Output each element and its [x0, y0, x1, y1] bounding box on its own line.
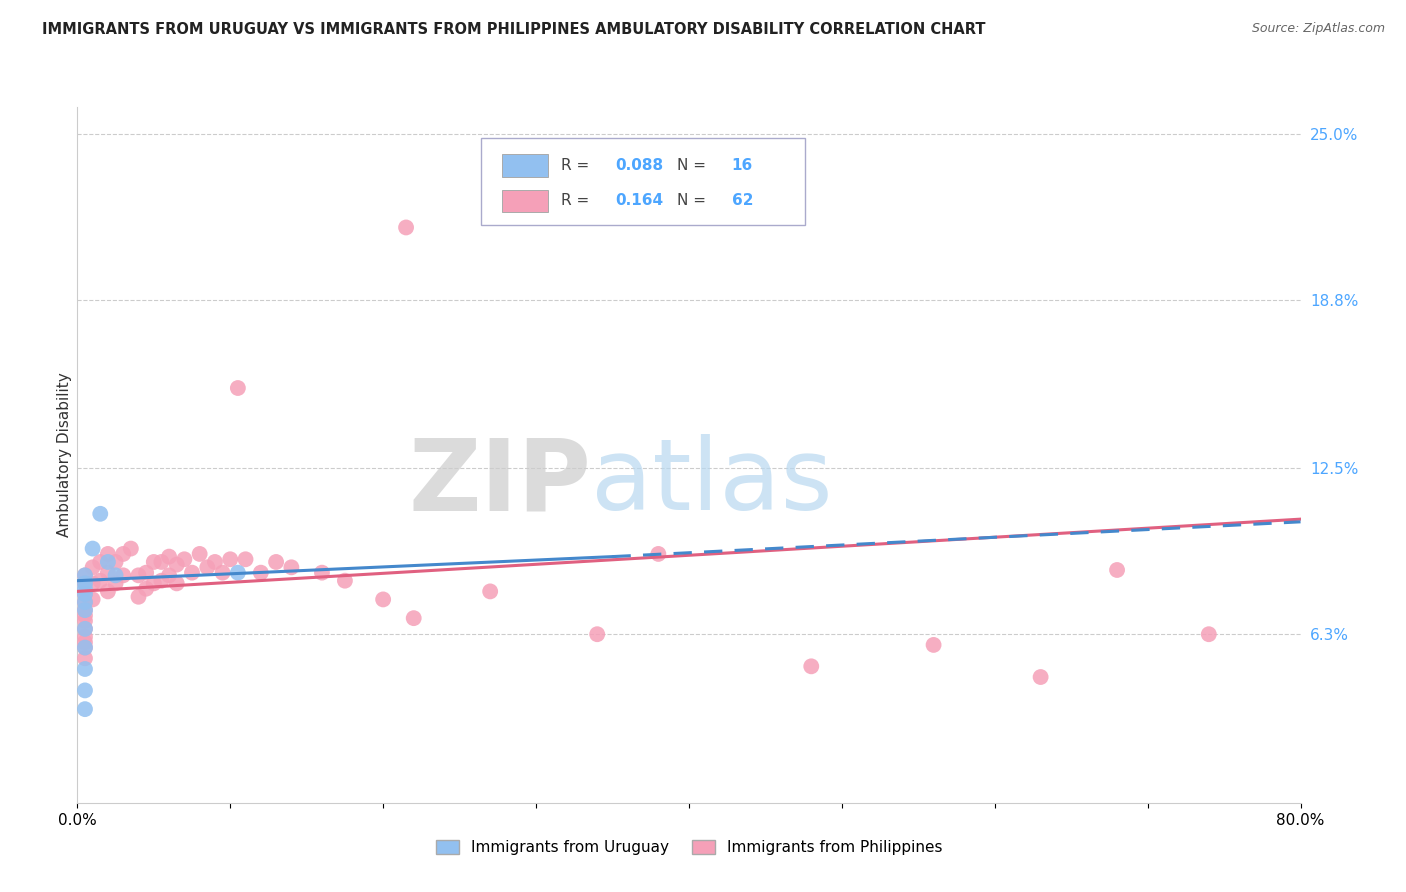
Point	[211, 566, 233, 580]
Point	[104, 576, 127, 591]
Point	[1029, 670, 1052, 684]
Point	[73, 568, 96, 582]
Point	[166, 576, 188, 591]
Text: IMMIGRANTS FROM URUGUAY VS IMMIGRANTS FROM PHILIPPINES AMBULATORY DISABILITY COR: IMMIGRANTS FROM URUGUAY VS IMMIGRANTS FR…	[42, 22, 986, 37]
Point	[89, 555, 111, 569]
Point	[235, 552, 257, 566]
Point	[157, 568, 180, 582]
Point	[73, 651, 96, 665]
Text: N =: N =	[676, 158, 706, 173]
Point	[128, 568, 150, 582]
Y-axis label: Ambulatory Disability: Ambulatory Disability	[56, 373, 72, 537]
Point	[89, 574, 111, 588]
Point	[226, 566, 249, 580]
Point	[104, 568, 127, 582]
Text: R =: R =	[561, 194, 589, 209]
Point	[73, 662, 96, 676]
Point	[647, 547, 669, 561]
Point	[73, 683, 96, 698]
Point	[89, 507, 111, 521]
Point	[204, 555, 226, 569]
Point	[97, 547, 120, 561]
Point	[73, 640, 96, 655]
Text: 62: 62	[731, 194, 754, 209]
Point	[73, 702, 96, 716]
Point	[479, 584, 502, 599]
Point	[800, 659, 823, 673]
Point	[922, 638, 945, 652]
Legend: Immigrants from Uruguay, Immigrants from Philippines: Immigrants from Uruguay, Immigrants from…	[429, 834, 949, 862]
Text: R =: R =	[561, 158, 589, 173]
Text: atlas: atlas	[591, 434, 832, 532]
Point	[150, 555, 173, 569]
Point	[73, 614, 96, 628]
Point	[188, 547, 211, 561]
Point	[1198, 627, 1220, 641]
Point	[157, 549, 180, 564]
Point	[181, 566, 204, 580]
Point	[333, 574, 356, 588]
Point	[402, 611, 425, 625]
Point	[73, 603, 96, 617]
Point	[73, 640, 96, 655]
Point	[97, 584, 120, 599]
Point	[73, 603, 96, 617]
Point	[112, 568, 135, 582]
Point	[120, 541, 142, 556]
Text: ZIP: ZIP	[408, 434, 591, 532]
Point	[73, 635, 96, 649]
Point	[82, 576, 104, 591]
Point	[219, 552, 242, 566]
Point	[73, 595, 96, 609]
Point	[104, 555, 127, 569]
Point	[82, 541, 104, 556]
Point	[195, 560, 218, 574]
Text: Source: ZipAtlas.com: Source: ZipAtlas.com	[1251, 22, 1385, 36]
Point	[371, 592, 394, 607]
Point	[311, 566, 333, 580]
Text: 16: 16	[731, 158, 754, 173]
Point	[135, 582, 157, 596]
Text: 0.088: 0.088	[616, 158, 664, 173]
Point	[250, 566, 273, 580]
Point	[142, 555, 165, 569]
FancyBboxPatch shape	[502, 154, 548, 177]
Point	[280, 560, 302, 574]
Point	[82, 560, 104, 574]
Point	[73, 576, 96, 591]
Point	[82, 592, 104, 607]
Point	[97, 566, 120, 580]
Point	[128, 590, 150, 604]
Point	[73, 630, 96, 644]
Point	[112, 547, 135, 561]
FancyBboxPatch shape	[502, 190, 548, 212]
Point	[73, 595, 96, 609]
Point	[97, 555, 120, 569]
Point	[395, 220, 418, 235]
Point	[150, 574, 173, 588]
Point	[73, 587, 96, 601]
Point	[73, 587, 96, 601]
Point	[135, 566, 157, 580]
Point	[1107, 563, 1129, 577]
Point	[586, 627, 609, 641]
Point	[264, 555, 287, 569]
Point	[73, 622, 96, 636]
Point	[166, 558, 188, 572]
Point	[73, 622, 96, 636]
Point	[142, 576, 165, 591]
Point	[73, 582, 96, 596]
Point	[73, 576, 96, 591]
Point	[73, 608, 96, 623]
Point	[226, 381, 249, 395]
Text: N =: N =	[676, 194, 706, 209]
Point	[173, 552, 195, 566]
FancyBboxPatch shape	[481, 138, 806, 226]
Point	[73, 568, 96, 582]
Text: 0.164: 0.164	[616, 194, 664, 209]
